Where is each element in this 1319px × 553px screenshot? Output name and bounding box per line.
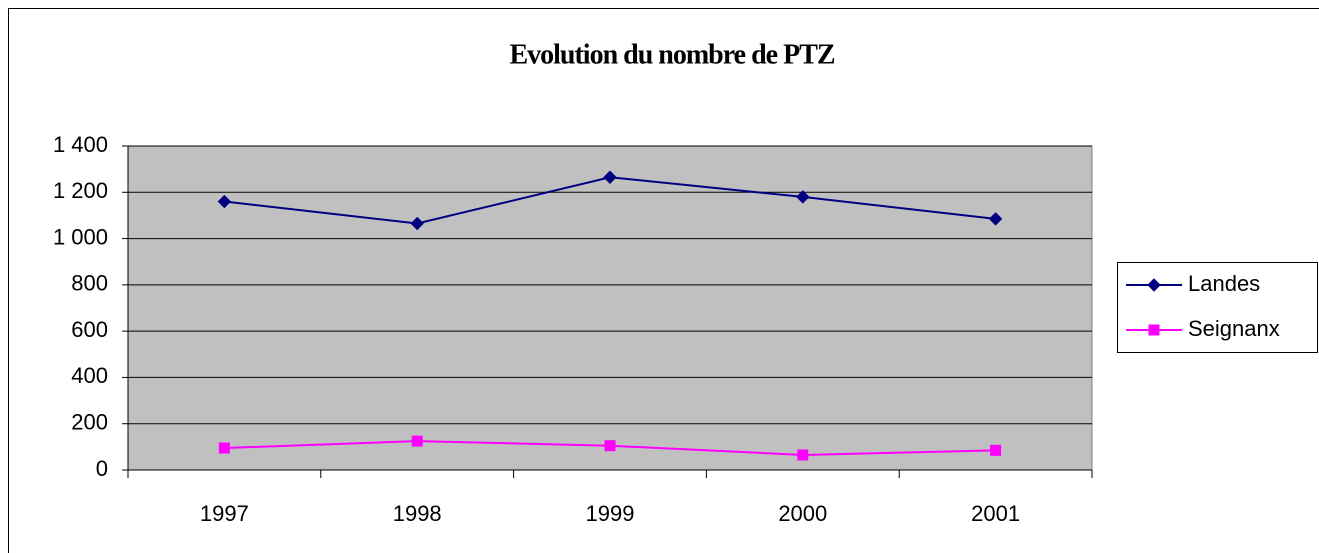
marker [410,216,424,231]
marker [988,212,1003,226]
chart-title: Evolution du nombre de PTZ [509,39,834,70]
x-tick-label: 1997 [200,501,249,526]
marker [604,440,616,452]
marker [796,190,810,204]
marker [217,194,232,209]
x-tick-label: 2000 [778,501,827,526]
x-tick-label: 1998 [393,501,442,526]
marker [990,444,1002,456]
marker [218,442,230,454]
x-tick-label: 1999 [586,501,635,526]
y-tick-label: 1 000 [53,224,108,249]
marker [1147,278,1161,292]
y-tick-label: 0 [96,456,108,481]
y-tick-label: 800 [71,271,108,296]
legend-box [1117,262,1318,353]
y-tick-label: 200 [71,410,108,435]
y-tick-label: 600 [71,317,108,342]
marker [603,170,617,184]
y-tick-label: 1 200 [53,178,108,203]
plot-area [127,145,1093,471]
y-tick-label: 400 [71,363,108,388]
y-tick-label: 1 400 [53,132,108,157]
marker [1148,324,1160,336]
legend-label: Landes [1188,271,1260,296]
legend-label: Seignanx [1188,316,1280,341]
x-tick-label: 2001 [971,501,1020,526]
marker [411,435,423,447]
marker [797,449,809,461]
